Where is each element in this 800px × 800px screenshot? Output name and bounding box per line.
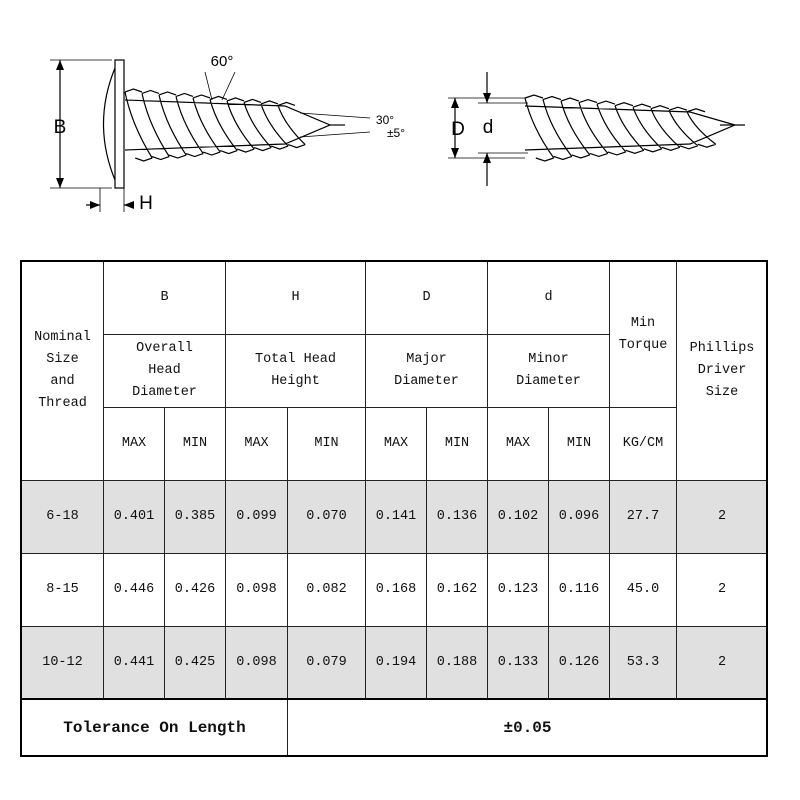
data-cell: 0.141	[365, 480, 427, 554]
subheader-cell: KG/CM	[609, 407, 677, 481]
data-cell: 0.116	[548, 553, 610, 627]
label-tip-tolerance: ±5°	[387, 126, 405, 140]
thread	[524, 94, 737, 162]
data-cell: 0.188	[426, 626, 488, 700]
data-cell: 0.070	[287, 480, 366, 554]
data-cell: 6-18	[21, 480, 104, 554]
leader-line	[204, 71, 213, 101]
data-cell: 0.168	[365, 553, 427, 627]
data-cell: 0.194	[365, 626, 427, 700]
header-symbol: D	[365, 261, 488, 335]
data-cell: 0.102	[487, 480, 549, 554]
label-tip-angle: 30°	[376, 113, 394, 127]
table-separator	[20, 698, 768, 700]
data-cell: 0.079	[287, 626, 366, 700]
data-cell: 45.0	[609, 553, 677, 627]
subheader-cell: MAX	[103, 407, 165, 481]
label-d-major: D	[451, 119, 465, 140]
data-cell: 0.162	[426, 553, 488, 627]
header-cell: Phillips Driver Size	[676, 261, 768, 481]
data-cell: 0.133	[487, 626, 549, 700]
data-cell: 8-15	[21, 553, 104, 627]
header-cell: Min Torque	[609, 261, 677, 408]
leader-line	[221, 71, 236, 101]
header-cell: Major Diameter	[365, 334, 488, 408]
header-symbol: B	[103, 261, 226, 335]
data-cell: 0.098	[225, 553, 288, 627]
screw-diagram: B H 60° 30° ±5° D d	[50, 53, 745, 214]
data-cell: 10-12	[21, 626, 104, 700]
head-dome	[102, 67, 116, 181]
data-cell: 0.098	[225, 626, 288, 700]
data-cell: 2	[676, 553, 768, 627]
label-b: B	[54, 117, 67, 138]
data-cell: 0.099	[225, 480, 288, 554]
screw-head	[114, 59, 125, 189]
data-cell: 53.3	[609, 626, 677, 700]
subheader-cell: MIN	[287, 407, 366, 481]
data-cell: 0.123	[487, 553, 549, 627]
subheader-cell: MIN	[548, 407, 610, 481]
data-cell: 0.446	[103, 553, 165, 627]
data-cell: 0.136	[426, 480, 488, 554]
data-cell: 27.7	[609, 480, 677, 554]
thread	[124, 88, 332, 162]
label-d-minor: d	[483, 117, 494, 138]
footer-value: ±0.05	[287, 699, 768, 757]
data-cell: 0.426	[164, 553, 226, 627]
label-h: H	[139, 193, 153, 214]
data-cell: 0.096	[548, 480, 610, 554]
header-cell: Minor Diameter	[487, 334, 610, 408]
subheader-cell: MAX	[365, 407, 427, 481]
header-cell: Overall Head Diameter	[103, 334, 226, 408]
subheader-cell: MIN	[164, 407, 226, 481]
data-cell: 0.082	[287, 553, 366, 627]
subheader-cell: MAX	[487, 407, 549, 481]
footer-label: Tolerance On Length	[21, 699, 288, 757]
subheader-cell: MAX	[225, 407, 288, 481]
leader-line	[299, 112, 371, 119]
data-cell: 0.425	[164, 626, 226, 700]
data-cell: 0.385	[164, 480, 226, 554]
header-symbol: d	[487, 261, 610, 335]
data-cell: 2	[676, 480, 768, 554]
header-cell: Total Head Height	[225, 334, 366, 408]
header-cell: Nominal Size and Thread	[21, 261, 104, 481]
data-cell: 0.126	[548, 626, 610, 700]
data-cell: 0.401	[103, 480, 165, 554]
leader-line	[299, 131, 371, 138]
data-cell: 0.441	[103, 626, 165, 700]
label-thread-angle: 60°	[211, 53, 234, 70]
subheader-cell: MIN	[426, 407, 488, 481]
header-symbol: H	[225, 261, 366, 335]
data-cell: 2	[676, 626, 768, 700]
